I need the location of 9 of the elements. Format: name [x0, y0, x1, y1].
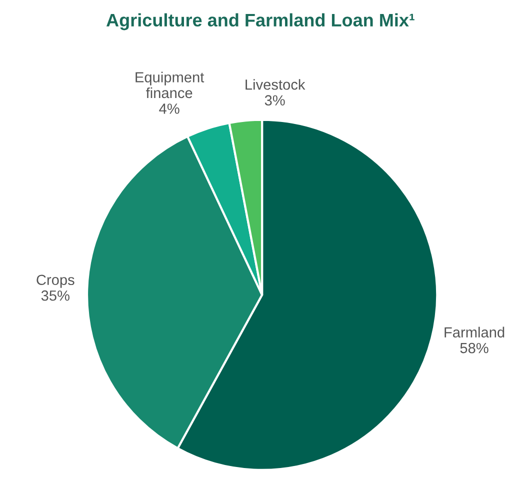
slice-label: Crops — [36, 274, 74, 288]
data-label: 4% — [159, 104, 180, 114]
data-label: 58% — [460, 342, 488, 354]
data-label: 3% — [264, 95, 285, 106]
data-label: 35% — [41, 290, 70, 301]
slice-label: Livestock — [246, 79, 306, 90]
slice-label: Farmland — [444, 326, 504, 338]
chart-title: Agriculture and Farmland Loan Mix¹ — [106, 13, 414, 30]
slice-label: Equipment finance — [136, 72, 204, 98]
